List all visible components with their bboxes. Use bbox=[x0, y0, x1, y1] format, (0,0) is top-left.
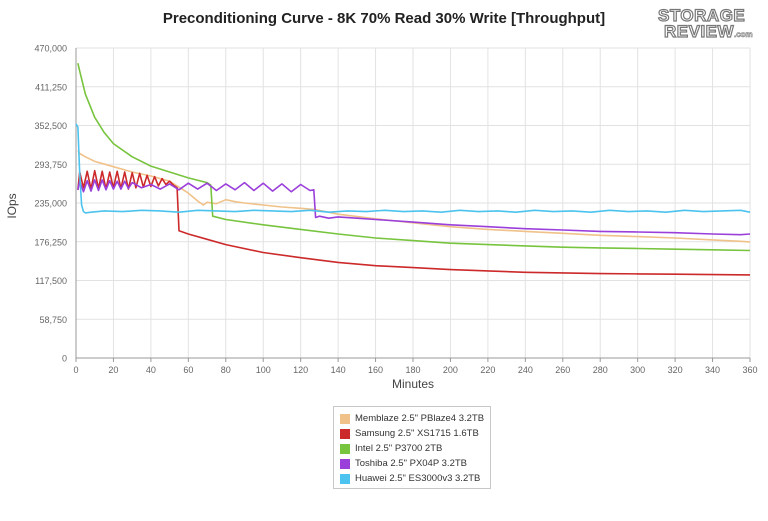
y-tick-label: 411,250 bbox=[35, 82, 67, 92]
x-tick-label: 360 bbox=[742, 365, 757, 375]
x-axis-label: Minutes bbox=[392, 377, 434, 391]
legend-item[interactable]: Samsung 2.5" XS1715 1.6TB bbox=[340, 426, 484, 441]
x-tick-label: 140 bbox=[331, 365, 346, 375]
legend-label: Intel 2.5" P3700 2TB bbox=[355, 443, 443, 454]
x-tick-label: 200 bbox=[443, 365, 458, 375]
legend-swatch bbox=[340, 458, 350, 469]
y-tick-label: 352,500 bbox=[34, 121, 67, 131]
series-line-1 bbox=[77, 169, 751, 276]
legend-swatch bbox=[340, 473, 350, 484]
logo-suffix: .com bbox=[734, 30, 753, 39]
x-tick-label: 20 bbox=[108, 365, 118, 375]
series-lines bbox=[75, 63, 751, 276]
legend-label: Memblaze 2.5" PBlaze4 3.2TB bbox=[355, 413, 485, 424]
y-tick-label: 58,750 bbox=[39, 315, 67, 325]
x-tick-label: 180 bbox=[405, 365, 420, 375]
x-tick-label: 340 bbox=[705, 365, 720, 375]
chart-legend: Memblaze 2.5" PBlaze4 3.2TB Samsung 2.5" … bbox=[333, 406, 491, 489]
legend-item[interactable]: Toshiba 2.5" PX04P 3.2TB bbox=[340, 456, 484, 471]
y-tick-label: 176,250 bbox=[34, 237, 67, 247]
chart-title: Preconditioning Curve - 8K 70% Read 30% … bbox=[162, 10, 606, 27]
axes: 0 58,750 117,500 176,250 235,000 293,750 352,5… bbox=[34, 44, 757, 376]
y-tick-label: 0 bbox=[62, 354, 67, 364]
x-tick-label: 280 bbox=[593, 365, 608, 375]
logo-line2: REVIEW bbox=[664, 22, 735, 41]
x-tick-label: 320 bbox=[668, 365, 683, 375]
legend-label: Samsung 2.5" XS1715 1.6TB bbox=[355, 428, 479, 439]
x-tick-label: 220 bbox=[480, 365, 495, 375]
y-tick-label: 293,750 bbox=[34, 160, 67, 170]
storagereview-logo: STORAGE REVIEW .com bbox=[657, 5, 753, 41]
series-line-2 bbox=[77, 63, 751, 252]
x-tick-label: 260 bbox=[555, 365, 570, 375]
logo-line1: STORAGE bbox=[658, 6, 745, 25]
y-axis-label: IOps bbox=[5, 193, 19, 218]
x-tick-label: 100 bbox=[256, 365, 271, 375]
x-tick-label: 0 bbox=[73, 365, 78, 375]
x-tick-label: 300 bbox=[630, 365, 645, 375]
legend-label: Huawei 2.5" ES3000v3 3.2TB bbox=[355, 473, 481, 484]
x-tick-label: 160 bbox=[368, 365, 383, 375]
series-line-3 bbox=[77, 179, 751, 236]
x-tick-label: 120 bbox=[293, 365, 308, 375]
legend-item[interactable]: Memblaze 2.5" PBlaze4 3.2TB bbox=[340, 411, 484, 426]
series-line-4 bbox=[75, 123, 751, 214]
legend-swatch bbox=[340, 413, 350, 424]
series-line-0 bbox=[77, 149, 751, 243]
x-tick-label: 240 bbox=[518, 365, 533, 375]
legend-item[interactable]: Huawei 2.5" ES3000v3 3.2TB bbox=[340, 471, 484, 486]
x-tick-label: 60 bbox=[183, 365, 193, 375]
legend-swatch bbox=[340, 428, 350, 439]
y-tick-label: 235,000 bbox=[34, 199, 67, 209]
x-tick-label: 80 bbox=[221, 365, 231, 375]
y-tick-label: 117,500 bbox=[35, 276, 67, 286]
legend-label: Toshiba 2.5" PX04P 3.2TB bbox=[355, 458, 467, 469]
chart-plot: 0 58,750 117,500 176,250 235,000 293,750 352,5… bbox=[5, 44, 758, 392]
legend-item[interactable]: Intel 2.5" P3700 2TB bbox=[340, 441, 484, 456]
legend-swatch bbox=[340, 443, 350, 454]
grid-lines bbox=[75, 47, 751, 359]
x-tick-label: 40 bbox=[146, 365, 156, 375]
y-tick-label: 470,000 bbox=[34, 44, 67, 54]
